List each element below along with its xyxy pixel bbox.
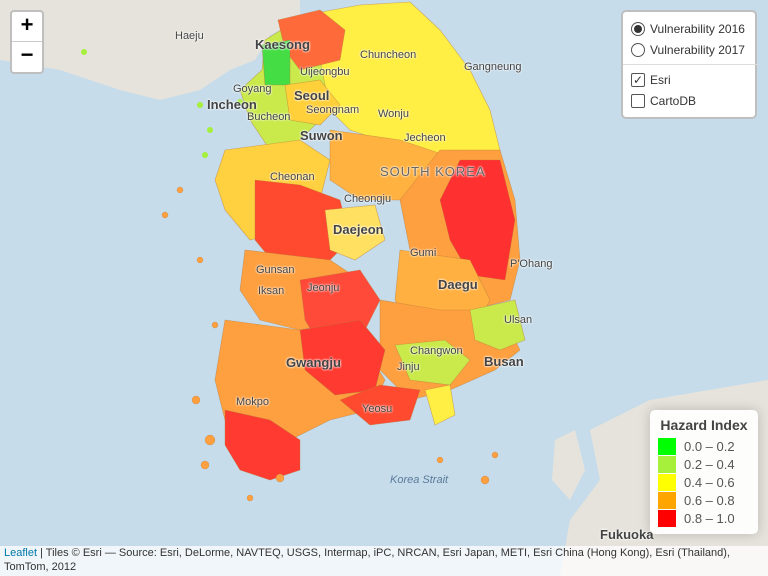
- region-seoul: [284, 79, 341, 126]
- region-jinju-green: [394, 339, 471, 386]
- overlay-label: Esri: [650, 72, 671, 87]
- country-label-south-korea: SOUTH KOREA: [380, 164, 486, 179]
- place-label-fukuoka: Fukuoka: [600, 527, 654, 542]
- legend-swatch: [658, 437, 676, 455]
- place-label-daegu: Daegu: [438, 277, 478, 292]
- zoom-out-button[interactable]: −: [20, 42, 34, 67]
- place-label-jecheon: Jecheon: [404, 132, 446, 144]
- place-label-ulsan: Ulsan: [504, 314, 533, 326]
- legend-row: 0.0 – 0.2: [658, 437, 750, 455]
- place-label-jinju: Jinju: [397, 361, 420, 373]
- legend-swatch: [658, 509, 676, 527]
- tsushima-land: [552, 430, 585, 500]
- nw-islands: [81, 49, 243, 158]
- region-daejeon-core: [324, 204, 386, 261]
- place-label-gunsan: Gunsan: [256, 264, 295, 276]
- legend-range: 0.6 – 0.8: [684, 492, 735, 508]
- legend-swatch: [658, 455, 676, 473]
- north-korea-land: [0, 0, 300, 100]
- attribution-text: | Tiles © Esri — Source: Esri, DeLorme, …: [4, 547, 730, 573]
- leaflet-link[interactable]: Leaflet: [4, 547, 38, 559]
- checkbox-checked-icon[interactable]: ✓: [631, 72, 645, 87]
- place-label-goyang: Goyang: [233, 83, 272, 95]
- place-label-yeosu: Yeosu: [362, 403, 393, 415]
- place-label-seoul: Seoul: [294, 88, 330, 103]
- legend-swatch: [658, 491, 676, 509]
- radio-selected-icon[interactable]: [631, 21, 645, 36]
- checkbox-unchecked-icon[interactable]: [631, 93, 645, 108]
- islands: [161, 186, 499, 502]
- place-label-uijeongbu: Uijeongbu: [300, 66, 350, 78]
- place-label-daejeon: Daejeon: [333, 222, 384, 237]
- zoom-in-button[interactable]: +: [12, 12, 42, 42]
- place-label-wonju: Wonju: [378, 108, 409, 120]
- region-ulsan: [469, 299, 526, 351]
- region-southwest-coast: [224, 409, 301, 481]
- place-label-mokpo: Mokpo: [236, 396, 270, 408]
- overlay-option-esri[interactable]: ✓ Esri: [631, 69, 749, 90]
- region-geoje: [424, 384, 456, 426]
- legend-range: 0.2 – 0.4: [684, 456, 735, 472]
- place-label-incheon: Incheon: [207, 97, 257, 112]
- legend-swatch: [658, 473, 676, 491]
- place-label-jeonju: Jeonju: [307, 282, 340, 294]
- place-label-pohang: P'Ohang: [510, 258, 553, 270]
- place-label-suwon: Suwon: [300, 128, 343, 143]
- region-yeosu: [339, 384, 421, 426]
- place-label-cheonan: Cheonan: [270, 171, 315, 183]
- place-label-chuncheon: Chuncheon: [360, 49, 417, 61]
- attribution-bar: Leaflet | Tiles © Esri — Source: Esri, D…: [0, 546, 768, 576]
- sea-label-korea-strait: Korea Strait: [390, 474, 449, 486]
- place-label-cheongju: Cheongju: [344, 193, 392, 205]
- overlay-option-cartodb[interactable]: CartoDB: [631, 90, 749, 111]
- overlay-label: CartoDB: [650, 93, 697, 108]
- region-daejeon-area: [254, 179, 351, 271]
- place-label-seongnam: Seongnam: [306, 104, 360, 116]
- base-layer-option-2017[interactable]: Vulnerability 2017: [631, 39, 749, 60]
- legend-row: 0.6 – 0.8: [658, 491, 750, 509]
- place-label-bucheon: Bucheon: [247, 111, 291, 123]
- place-label-busan: Busan: [484, 354, 524, 369]
- base-layer-label: Vulnerability 2016: [650, 21, 745, 36]
- hazard-legend: Hazard Index 0.0 – 0.2 0.2 – 0.4 0.4 – 0…: [650, 410, 758, 534]
- legend-row: 0.2 – 0.4: [658, 455, 750, 473]
- legend-row: 0.4 – 0.6: [658, 473, 750, 491]
- legend-row: 0.8 – 1.0: [658, 509, 750, 527]
- place-label-haeju: Haeju: [175, 30, 204, 42]
- legend-range: 0.0 – 0.2: [684, 438, 735, 454]
- zoom-control: + −: [10, 10, 44, 74]
- place-label-changwon: Changwon: [410, 345, 463, 357]
- legend-title: Hazard Index: [660, 417, 748, 433]
- place-label-kaesong: Kaesong: [255, 37, 310, 52]
- place-label-gangneung: Gangneung: [464, 61, 522, 73]
- place-label-iksan: Iksan: [258, 285, 285, 297]
- base-layer-label: Vulnerability 2017: [650, 42, 745, 57]
- place-label-gwangju: Gwangju: [286, 355, 341, 370]
- legend-range: 0.4 – 0.6: [684, 474, 735, 490]
- radio-unselected-icon[interactable]: [631, 42, 645, 57]
- region-gyeongbuk-red: [439, 159, 516, 281]
- layer-control-divider: [623, 64, 759, 65]
- place-label-gumi: Gumi: [410, 247, 437, 259]
- layer-control: Vulnerability 2016 Vulnerability 2017 ✓ …: [621, 10, 759, 119]
- base-layer-option-2016[interactable]: Vulnerability 2016: [631, 18, 749, 39]
- hazard-regions: [214, 1, 526, 481]
- legend-range: 0.8 – 1.0: [684, 510, 735, 526]
